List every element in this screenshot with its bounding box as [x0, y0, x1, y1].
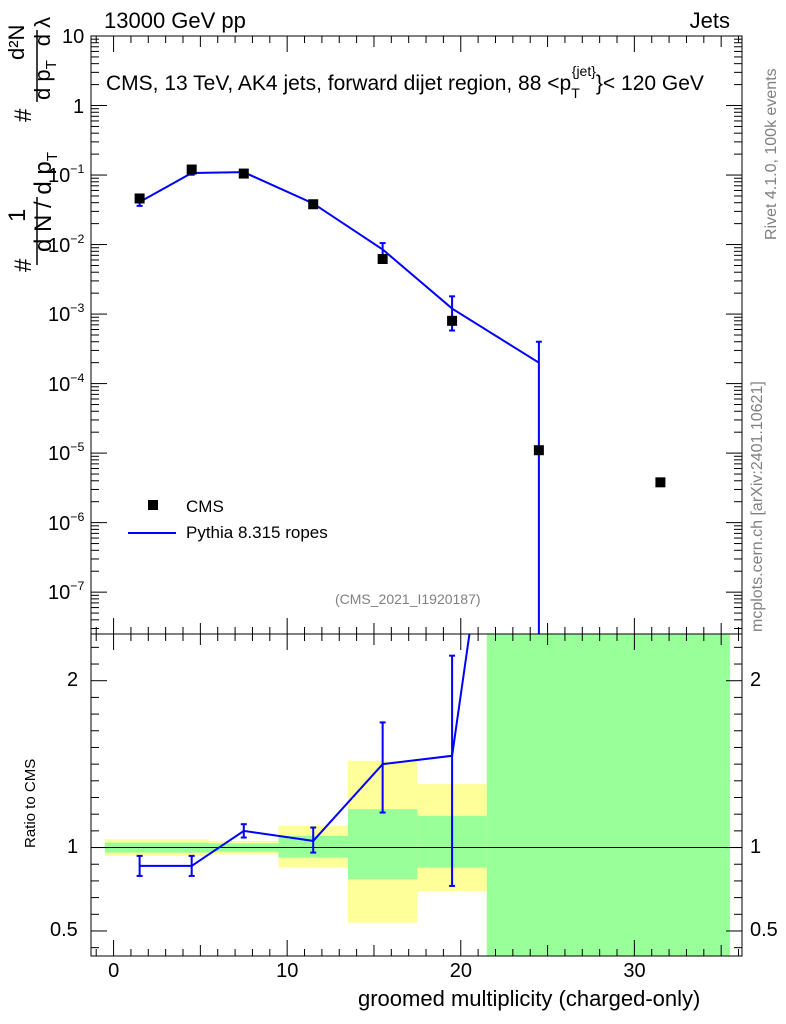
legend-marks [128, 500, 176, 534]
ratio-band-green [486, 634, 730, 956]
main-y-tick-label-1: 1 [73, 96, 84, 119]
main-y-tick-label-6-exponent: −5 [70, 440, 85, 455]
x-tick-label-1-text: 10 [276, 960, 299, 982]
main-y-tick-label-2: 10−1 [48, 162, 85, 188]
cms-data-point [308, 199, 319, 210]
main-y-tick-label-8: 10−7 [48, 579, 85, 605]
analysis-id: (CMS_2021_I1920187) [335, 591, 481, 607]
cms-data-point [134, 193, 145, 204]
main-y-tick-label-6-text: 10 [48, 443, 71, 466]
main-y-tick-label-8-exponent: −7 [70, 579, 85, 594]
y-label-denominator-left: d N / d pT [30, 152, 61, 252]
main-y-tick-label-7-text: 10 [48, 512, 71, 535]
mcplots-credit: mcplots.cern.ch [arXiv:2401.10621] [749, 381, 766, 632]
x-tick-label-1: 10 [276, 960, 298, 983]
ratio-y-tick-label-right-2-text: 2 [750, 668, 762, 691]
cms-data-point [533, 445, 544, 456]
x-tick-label-2: 20 [450, 960, 472, 983]
y-label-hash-left: # [10, 258, 37, 272]
plot-title-end: }< 120 GeV [595, 72, 704, 95]
cms-data-point [655, 477, 666, 488]
main-y-axis-title: # 1 d N / d pT # d²N d pTd λ [4, 17, 88, 272]
y-label-hash-mid: # [10, 108, 37, 122]
main-y-tick-label-4-exponent: −3 [70, 301, 85, 316]
main-y-tick-label-5: 10−4 [48, 370, 85, 397]
legend-pythia-label: Pythia 8.315 ropes [186, 523, 328, 542]
y-label-denominator-left-text: d N / d p [30, 161, 57, 252]
ratio-y-axis-title: Ratio to CMS [22, 758, 39, 848]
plot-title: CMS, 13 TeV, AK4 jets, forward dijet reg… [106, 63, 704, 101]
cms-data-point [447, 315, 458, 326]
cms-data-point [238, 168, 249, 179]
ratio-panel-frame [90, 633, 743, 957]
main-y-tick-label-4: 10−3 [48, 301, 85, 327]
header-right: Jets [689, 8, 730, 33]
ratio-bands [91, 634, 742, 956]
ratio-y-tick-label-1: 1 [67, 836, 78, 859]
ratio-series [136, 633, 471, 887]
ratio-y-tick-label-right-0-text: 0.5 [750, 918, 778, 941]
plot-title-main: CMS, 13 TeV, AK4 jets, forward dijet reg… [106, 72, 572, 95]
main-y-tick-label-0-text: 10 [62, 26, 85, 48]
header-left: 13000 GeV pp [104, 8, 246, 33]
x-tick-label-3: 30 [623, 960, 645, 983]
pythia-line [139, 171, 540, 364]
main-y-tick-label-1-text: 1 [73, 95, 85, 118]
main-y-tick-label-3: 10−2 [48, 231, 85, 258]
ratio-y-tick-label-2-text: 2 [67, 668, 79, 691]
legend-cms-marker [148, 500, 158, 510]
y-label-numerator: d²N [4, 24, 29, 60]
x-tick-label-0: 0 [108, 960, 119, 983]
cms-data-point [377, 253, 388, 264]
y-label-denominator-left-sub: T [44, 152, 61, 162]
plot-title-subscript: T [571, 85, 580, 101]
main-y-tick-label-4-text: 10 [48, 304, 71, 327]
x-tick-label-2-text: 20 [449, 960, 473, 982]
main-y-tick-label-7: 10−6 [48, 509, 85, 536]
ratio-y-tick-label-2: 2 [67, 669, 78, 692]
main-series [134, 164, 666, 634]
cms-data-point [186, 164, 197, 175]
x-tick-label-3-text: 30 [623, 960, 646, 982]
ratio-y-tick-label-1-text: 1 [67, 835, 79, 858]
axis-ticks [91, 35, 742, 956]
main-y-tick-label-3-exponent: −2 [70, 231, 85, 246]
x-axis-title: groomed multiplicity (charged-only) [358, 986, 701, 1011]
rivet-version: Rivet 4.1.0, 100k events [763, 68, 780, 240]
main-y-tick-label-8-text: 10 [48, 582, 71, 605]
y-label-denominator-right-text: d p [30, 69, 55, 100]
ratio-y-tick-label-right-0: 0.5 [750, 919, 778, 942]
main-y-tick-label-7-exponent: −6 [70, 509, 85, 524]
y-label-one: 1 [4, 208, 31, 222]
main-y-tick-label-2-text: 10 [48, 165, 71, 188]
ratio-y-tick-label-right-1: 1 [750, 836, 761, 859]
y-label-dlambda: d λ [30, 16, 55, 47]
ratio-y-tick-label-right-1-text: 1 [750, 835, 762, 858]
ratio-y-tick-label-0: 0.5 [50, 919, 78, 942]
y-label-denominator-right-sub: T [43, 60, 60, 70]
legend-cms-label: CMS [186, 497, 224, 516]
ratio-y-tick-label-right-2: 2 [750, 669, 761, 692]
main-y-tick-label-5-exponent: −4 [70, 370, 85, 385]
ratio-y-tick-label-0-text: 0.5 [50, 918, 78, 941]
x-tick-label-0-text: 0 [108, 960, 120, 982]
main-y-tick-label-3-text: 10 [48, 234, 71, 257]
main-y-tick-label-2-exponent: −1 [70, 162, 85, 177]
y-label-denominator-right: d pTd λ [30, 16, 60, 100]
ratio-band-green [347, 809, 418, 880]
main-y-tick-label-0: 10 [62, 26, 84, 49]
main-y-tick-label-5-text: 10 [48, 373, 71, 396]
main-y-tick-label-6: 10−5 [48, 440, 85, 466]
plot-title-superscript: {jet} [571, 63, 596, 79]
main-panel-frame [90, 35, 743, 635]
